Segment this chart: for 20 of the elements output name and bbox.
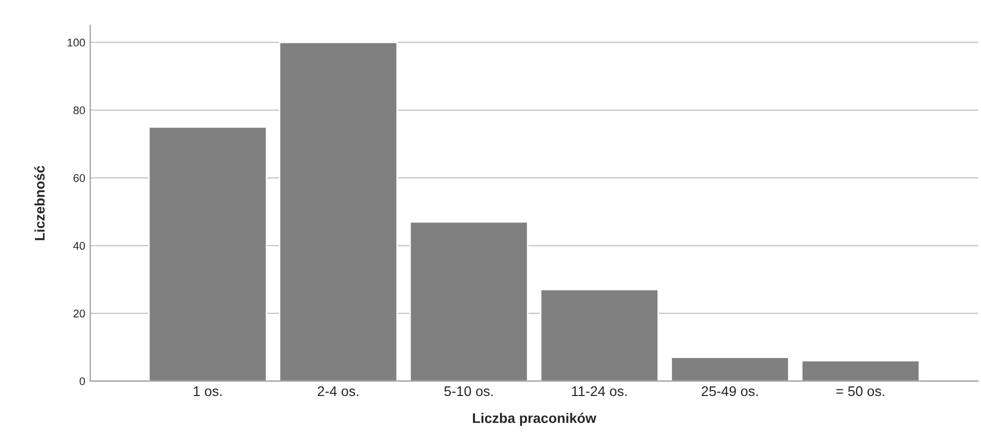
x-tick-label: 1 os. xyxy=(194,386,222,396)
x-tick-label: 25-49 os. xyxy=(702,386,758,396)
bar xyxy=(540,288,659,382)
y-tick-label: 60 xyxy=(74,174,85,182)
y-tick-label: 100 xyxy=(68,38,85,47)
x-tick-label: 11-24 os. xyxy=(572,386,627,396)
bar xyxy=(409,221,528,382)
y-tick-label: 0 xyxy=(80,377,85,386)
y-tick-label: 40 xyxy=(73,242,85,250)
bar xyxy=(148,126,268,382)
bar xyxy=(278,42,398,382)
x-tick-label: = 50 os. xyxy=(836,386,884,396)
x-tick-label: 5-10 os. xyxy=(444,386,493,396)
y-tick-label: 20 xyxy=(74,310,85,318)
bar xyxy=(670,356,790,382)
y-axis-title: Liczebność xyxy=(34,166,45,240)
x-tick-label: 2-4 os. xyxy=(318,386,358,396)
y-tick-label: 80 xyxy=(74,106,85,114)
x-axis-title: Liczba praconików xyxy=(472,412,596,426)
bar xyxy=(801,360,920,382)
